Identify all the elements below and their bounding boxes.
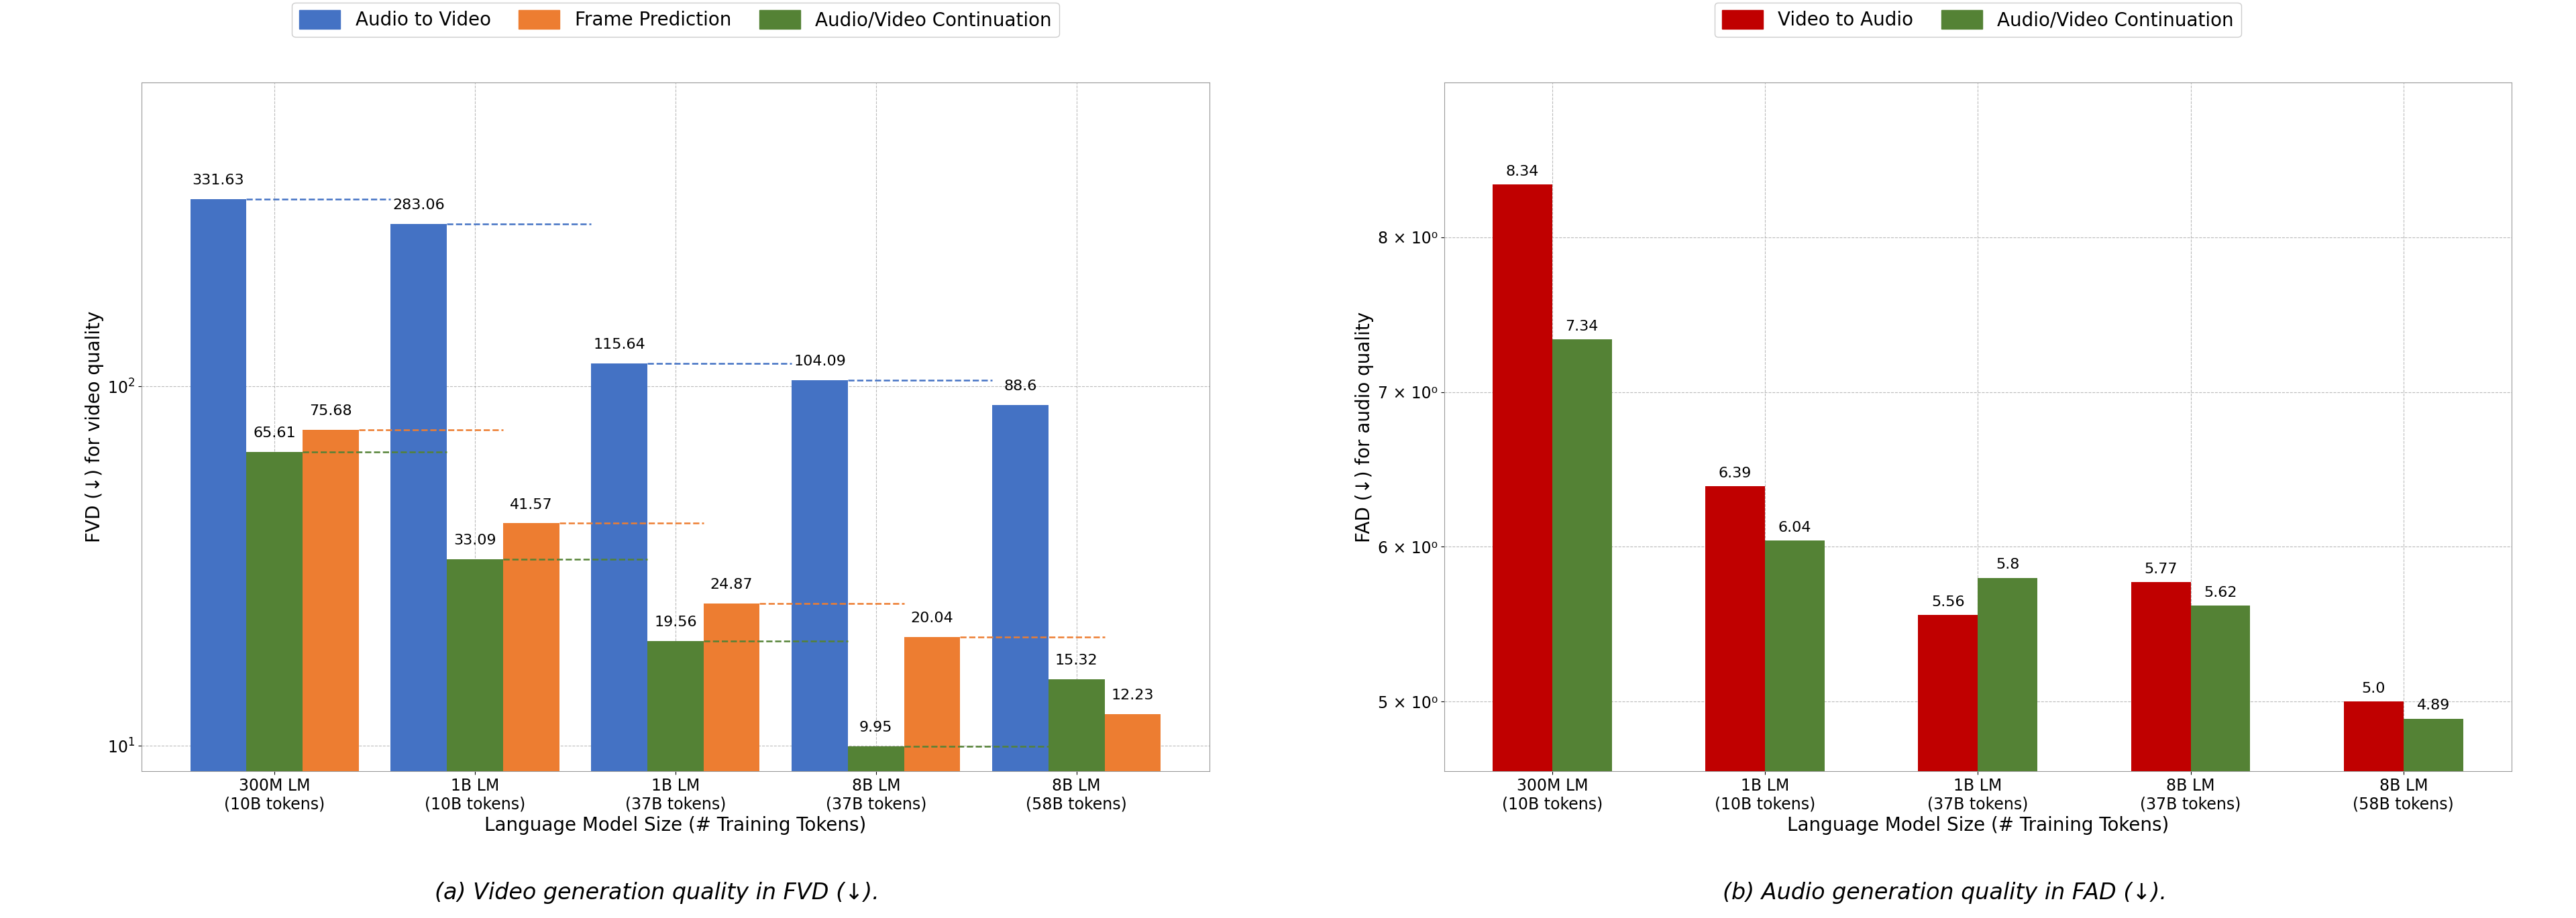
Text: 65.61: 65.61 [252, 427, 296, 440]
Bar [1105, 714, 1162, 918]
Legend: Audio to Video, Frame Prediction, Audio/Video Continuation: Audio to Video, Frame Prediction, Audio/… [291, 3, 1059, 38]
Text: 88.6: 88.6 [1005, 380, 1038, 393]
Bar [2130, 582, 2190, 918]
Bar [1048, 679, 1105, 918]
Text: 4.89: 4.89 [2416, 699, 2450, 712]
Bar [2190, 606, 2251, 918]
Text: 33.09: 33.09 [453, 533, 497, 547]
Bar [992, 405, 1048, 918]
Text: 331.63: 331.63 [193, 174, 245, 187]
Text: 12.23: 12.23 [1110, 688, 1154, 702]
X-axis label: Language Model Size (# Training Tokens): Language Model Size (# Training Tokens) [1788, 816, 2169, 834]
X-axis label: Language Model Size (# Training Tokens): Language Model Size (# Training Tokens) [484, 816, 866, 834]
Bar [1553, 340, 1613, 918]
Text: 115.64: 115.64 [592, 338, 647, 352]
Bar [647, 641, 703, 918]
Text: 5.8: 5.8 [1996, 558, 2020, 572]
Bar [247, 453, 301, 918]
Bar [1978, 577, 2038, 918]
Y-axis label: FAD (↓) for audio quality: FAD (↓) for audio quality [1355, 311, 1373, 543]
Bar [446, 559, 502, 918]
Text: 20.04: 20.04 [912, 611, 953, 625]
Text: 5.0: 5.0 [2362, 682, 2385, 695]
Bar [592, 364, 647, 918]
Text: 5.56: 5.56 [1932, 595, 1965, 609]
Bar [791, 380, 848, 918]
Bar [1919, 615, 1978, 918]
Bar [191, 199, 247, 918]
Y-axis label: FVD (↓) for video quality: FVD (↓) for video quality [85, 311, 103, 543]
Text: (b) Audio generation quality in FAD (↓).: (b) Audio generation quality in FAD (↓). [1723, 882, 2166, 904]
Text: 6.39: 6.39 [1718, 467, 1752, 480]
Text: 24.87: 24.87 [711, 578, 752, 591]
Bar [703, 603, 760, 918]
Text: 15.32: 15.32 [1056, 654, 1097, 667]
Text: 5.62: 5.62 [2205, 586, 2236, 599]
Text: 75.68: 75.68 [309, 405, 353, 418]
Bar [2403, 719, 2463, 918]
Text: 6.04: 6.04 [1777, 521, 1811, 534]
Bar [848, 746, 904, 918]
Text: 9.95: 9.95 [860, 722, 891, 734]
Bar [392, 224, 446, 918]
Bar [301, 430, 358, 918]
Bar [1705, 487, 1765, 918]
Bar [1765, 541, 1824, 918]
Bar [904, 637, 961, 918]
Bar [2344, 701, 2403, 918]
Text: 283.06: 283.06 [392, 198, 446, 212]
Text: 19.56: 19.56 [654, 616, 696, 629]
Bar [1492, 185, 1553, 918]
Text: 41.57: 41.57 [510, 498, 551, 511]
Legend: Video to Audio, Audio/Video Continuation: Video to Audio, Audio/Video Continuation [1716, 3, 2241, 38]
Text: 8.34: 8.34 [1507, 165, 1538, 178]
Text: 104.09: 104.09 [793, 354, 845, 368]
Bar [502, 523, 559, 918]
Text: 5.77: 5.77 [2143, 563, 2177, 577]
Text: 7.34: 7.34 [1566, 319, 1600, 333]
Text: (a) Video generation quality in FVD (↓).: (a) Video generation quality in FVD (↓). [435, 882, 878, 904]
